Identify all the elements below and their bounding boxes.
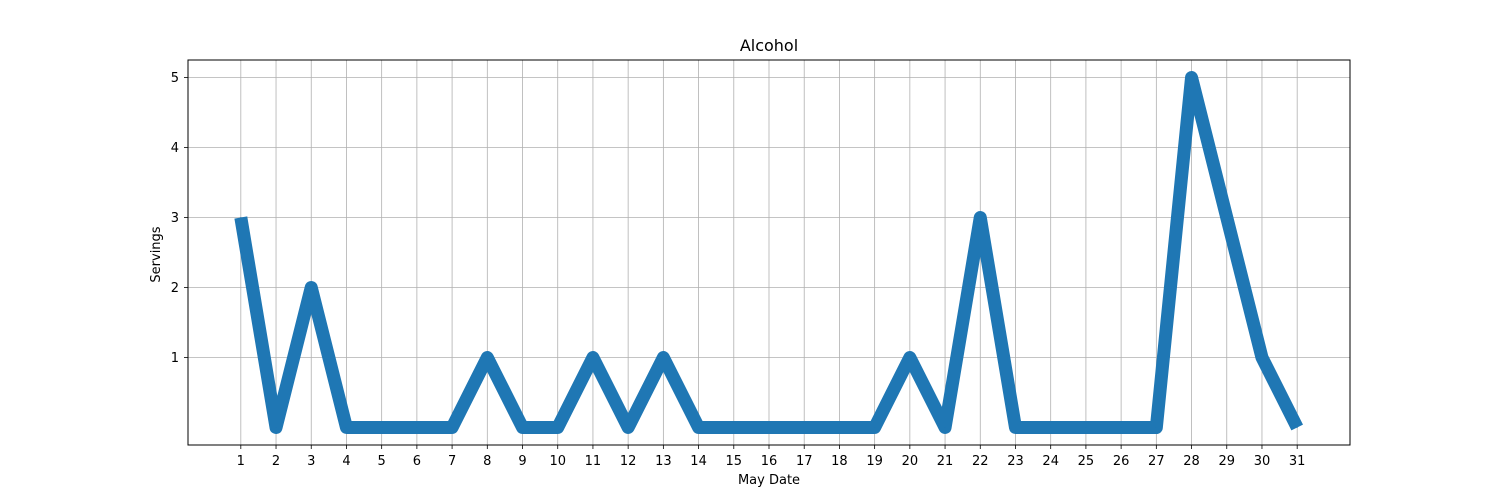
x-tick-label: 22	[972, 454, 989, 469]
y-tick-label: 1	[171, 351, 179, 366]
data-point	[1226, 217, 1228, 218]
y-axis-label: Servings	[149, 226, 164, 282]
data-point	[1050, 427, 1052, 428]
x-tick-label: 31	[1289, 454, 1306, 469]
x-tick-label: 2	[272, 454, 280, 469]
y-tick-labels: 1 2 3 4 5	[171, 71, 179, 366]
y-tick-label: 5	[171, 71, 179, 86]
x-tick-label: 11	[585, 454, 602, 469]
data-point	[1120, 427, 1122, 428]
data-point	[1014, 427, 1016, 428]
x-axis-label: May Date	[738, 473, 800, 488]
data-point	[451, 427, 453, 428]
x-tick-label: 19	[866, 454, 883, 469]
data-point	[345, 427, 347, 428]
x-tick-label: 23	[1007, 454, 1024, 469]
y-tick-label: 2	[171, 281, 179, 296]
data-point	[1261, 357, 1263, 358]
data-point	[874, 427, 876, 428]
data-point	[1191, 77, 1193, 78]
x-tick-label: 25	[1078, 454, 1095, 469]
x-tick-label: 28	[1183, 454, 1200, 469]
x-tick-labels: 1 2 3 4 5 6 7 8 9 10 11 12 13 14 15 16 17 18 19 20 21 22 23 24 2…	[237, 454, 1306, 469]
data-point	[627, 427, 629, 428]
data-point	[381, 427, 383, 428]
data-point	[1085, 427, 1087, 428]
x-tick-label: 10	[549, 454, 566, 469]
data-point	[240, 217, 242, 218]
x-tick-label: 27	[1148, 454, 1165, 469]
x-tick-label: 16	[761, 454, 778, 469]
x-tick-label: 9	[518, 454, 526, 469]
x-tick-label: 15	[726, 454, 743, 469]
x-tick-label: 21	[937, 454, 954, 469]
x-tick-label: 13	[655, 454, 672, 469]
x-tick-label: 3	[307, 454, 315, 469]
data-point	[838, 427, 840, 428]
x-tick-label: 20	[902, 454, 919, 469]
x-tick-label: 18	[831, 454, 848, 469]
tick-marks	[184, 77, 1298, 449]
x-tick-label: 1	[237, 454, 245, 469]
x-tick-label: 8	[483, 454, 491, 469]
x-tick-label: 26	[1113, 454, 1130, 469]
data-point	[909, 357, 911, 358]
chart-title: Alcohol	[740, 36, 798, 55]
x-tick-label: 6	[413, 454, 421, 469]
series-layer	[234, 71, 1303, 434]
data-point	[486, 357, 488, 358]
data-point	[662, 357, 664, 358]
data-point	[310, 287, 312, 288]
data-point	[275, 427, 277, 428]
data-point	[416, 427, 418, 428]
x-tick-label: 30	[1254, 454, 1271, 469]
x-tick-label: 24	[1042, 454, 1059, 469]
data-point	[592, 357, 594, 358]
x-tick-label: 4	[342, 454, 350, 469]
data-point	[557, 427, 559, 428]
y-tick-label: 4	[171, 141, 179, 156]
data-point	[979, 217, 981, 218]
data-point	[522, 427, 524, 428]
data-point	[768, 427, 770, 428]
data-point	[803, 427, 805, 428]
data-point	[698, 427, 700, 428]
x-tick-label: 12	[620, 454, 637, 469]
x-tick-label: 29	[1218, 454, 1235, 469]
x-tick-label: 17	[796, 454, 813, 469]
y-tick-label: 3	[171, 211, 179, 226]
data-point	[1155, 427, 1157, 428]
x-tick-label: 5	[378, 454, 386, 469]
data-point	[733, 427, 735, 428]
grid-lines	[188, 60, 1350, 445]
x-tick-label: 7	[448, 454, 456, 469]
x-tick-label: 14	[690, 454, 707, 469]
data-point	[944, 427, 946, 428]
data-point	[1296, 427, 1298, 428]
